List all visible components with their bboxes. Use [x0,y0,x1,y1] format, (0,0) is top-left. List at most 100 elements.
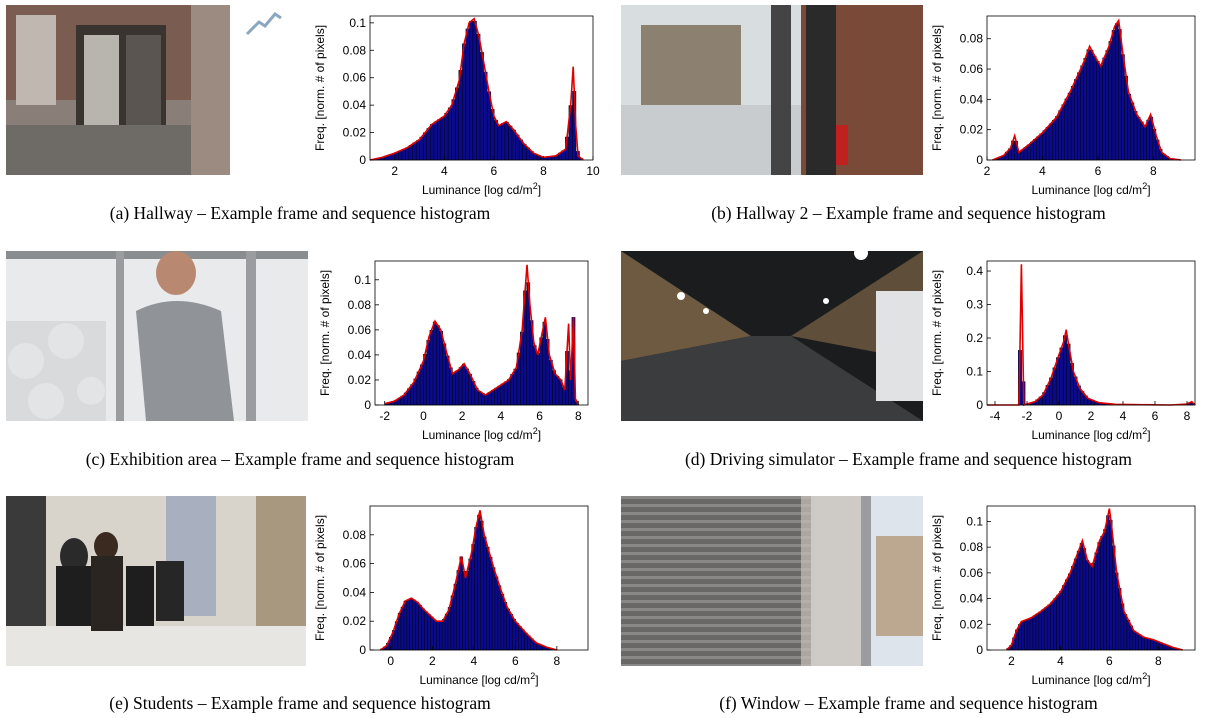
x-tick-label: 6 [1152,409,1159,423]
histogram-bar [1132,630,1136,651]
x-tick-label: 4 [1120,409,1127,423]
caption: (c) Exhibition area – Example frame and … [85,449,515,469]
histogram-bar [415,601,419,651]
y-tick-label: 0.08 [343,528,367,542]
histogram-bar [1073,558,1078,651]
x-axis-label: Luminance [log cd/m2] [1031,181,1150,197]
y-tick-label: 0.04 [343,98,367,112]
histogram-bar [1064,98,1069,161]
histogram-bar [419,364,424,406]
y-tick-label: 0.06 [960,62,984,76]
histogram-bar [1029,617,1034,651]
histogram-bar [491,567,496,651]
histogram-bar [441,619,446,651]
histogram-bar [412,142,417,161]
y-tick-label: 0.02 [343,126,367,140]
histogram-bar [549,359,553,406]
histogram-bar [527,635,531,651]
histogram-bar [1138,634,1142,651]
histogram-bar [1133,111,1138,161]
y-axis-label: Freq. [norm. # of pixels] [930,25,944,151]
histogram-bar [472,21,477,161]
histogram-bar [1123,614,1128,651]
histogram-bar [1053,598,1057,651]
histogram-bar [1021,620,1025,651]
histogram-bar [436,325,440,406]
histogram-bar [1063,335,1067,406]
y-tick-label: 0 [359,643,366,657]
x-tick-label: 2 [1088,409,1095,423]
histogram-bar [1082,548,1087,651]
histogram-bar [497,385,502,406]
histogram-bar [1067,92,1072,161]
density-curve [992,18,1182,161]
x-tick-label: 8 [1184,409,1191,423]
x-tick-label: 2 [1008,654,1015,668]
histogram-bar [447,107,452,161]
histogram-bar [504,121,509,161]
histogram-bar [509,613,513,651]
histogram-bar [468,374,473,406]
histogram-bar [1102,57,1106,161]
y-tick-label: 0.04 [960,592,984,606]
histogram-bar [426,128,431,161]
histogram-bar [1096,61,1100,161]
histogram-bar [1070,566,1075,651]
histogram-bar [418,604,422,651]
histogram-bar [503,602,508,651]
histogram-bar [500,383,505,406]
x-tick-label: 6 [491,164,498,178]
histogram-bar [522,144,527,161]
histogram-bar [1079,543,1084,651]
y-tick-label: 0.02 [960,123,984,137]
histogram-bar [1156,641,1160,651]
histogram-bar [1038,611,1043,651]
histogram-bar [503,381,508,406]
histogram-bar [1033,139,1037,161]
histogram-bar [1111,30,1116,161]
histogram-bar [486,546,490,651]
x-tick-label: 2 [984,164,991,178]
histogram-bar [487,392,492,406]
histogram-bar [430,124,435,161]
x-tick-label: 8 [1155,654,1162,668]
histogram-chart: -4 -2 0 2 4 6 8 0 0.1 0.2 0.3 0.4 Luminance [log cd/… [930,260,1196,442]
histogram-bar [508,125,513,161]
caption: (a) Hallway – Example frame and sequence… [109,203,491,223]
histogram-bar [521,629,525,651]
density-curve [384,264,580,406]
histogram-bar [1150,639,1154,651]
x-tick-label: 4 [498,409,505,423]
histogram-bar [1036,136,1040,161]
histogram-bar [458,70,463,161]
histogram-bar [1076,550,1081,651]
histogram-bar [433,619,437,651]
histogram-bar [444,112,449,161]
y-tick-label: 0.04 [960,92,984,106]
histogram-bar [1092,55,1097,161]
histogram-bar [1055,116,1059,161]
histogram-bar [1088,563,1092,651]
caption: (f) Window – Example frame and sequence … [719,693,1098,713]
histogram-bar [1026,618,1031,651]
x-tick-label: -4 [990,409,1001,423]
x-tick-label: 4 [1057,654,1064,668]
histogram-bar [483,71,488,161]
histogram-bar [1085,559,1089,651]
histogram-bar [458,367,463,406]
axes-frame [369,505,589,651]
histogram-bar [468,558,472,651]
histogram-bar [555,375,560,406]
histogram-bar [1052,120,1056,161]
y-tick-label: 0.02 [343,614,367,628]
y-tick-label: 0.06 [343,557,367,571]
histogram-bar [1056,357,1060,406]
y-tick-label: 0.02 [348,373,372,387]
histogram-bar [427,614,431,651]
x-tick-label: 6 [512,654,519,668]
histogram-bar [1083,57,1088,161]
x-tick-label: 0 [420,409,427,423]
axes-frame [986,505,1196,651]
histogram-bar [532,345,537,406]
histogram-bar [1103,529,1107,651]
